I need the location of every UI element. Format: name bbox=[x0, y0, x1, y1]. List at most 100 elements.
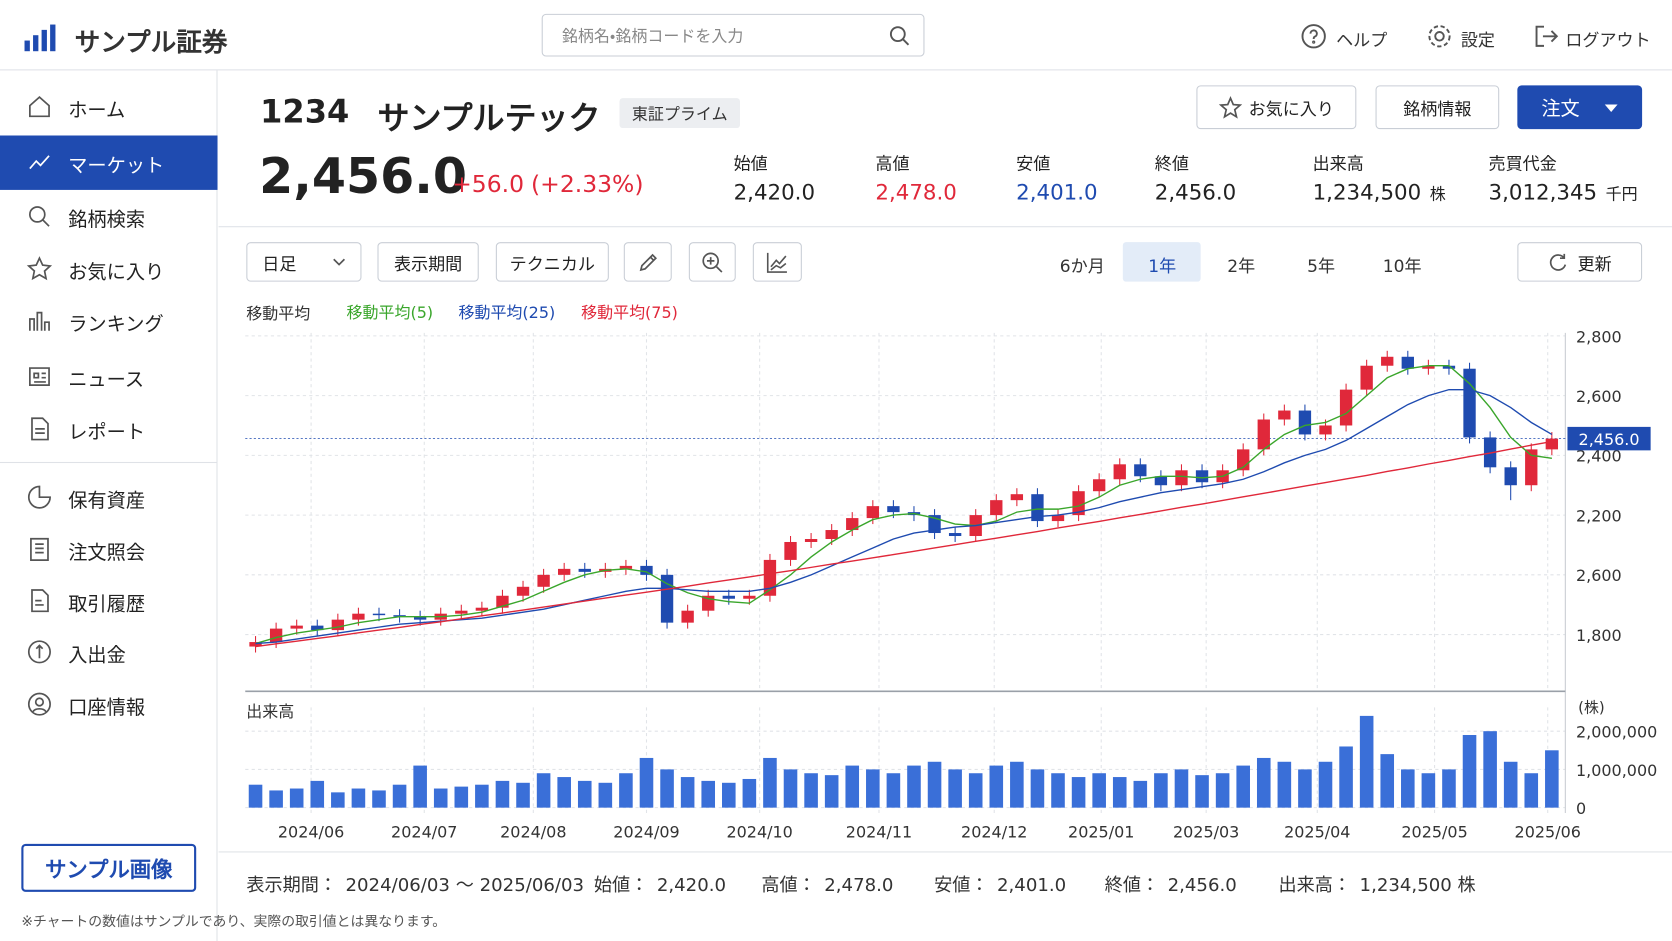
technical-button[interactable]: テクニカル bbox=[495, 242, 609, 282]
search-box[interactable]: 銘柄名・銘柄コードを入力 bbox=[541, 13, 925, 57]
nav-icon-shape bbox=[29, 155, 50, 170]
stat-number: 2,420.0 bbox=[733, 179, 816, 205]
volume-bar bbox=[1154, 773, 1168, 808]
x-tick-label: 2024/09 bbox=[613, 823, 679, 842]
summary-label: 高値： bbox=[761, 874, 816, 897]
nav-icon bbox=[29, 95, 50, 118]
indicator-button[interactable] bbox=[752, 242, 802, 282]
summary-item: 表示期間： 2024/06/03 〜 2025/06/03 bbox=[246, 870, 584, 896]
candle-body bbox=[1401, 356, 1414, 369]
summary-label: 安値： bbox=[934, 874, 989, 897]
nav-item[interactable]: ランキング bbox=[68, 313, 164, 337]
x-tick-label: 2025/01 bbox=[1068, 823, 1134, 842]
help-link[interactable]: ヘルプ bbox=[1336, 29, 1388, 51]
candle-body bbox=[393, 615, 406, 617]
volume-bar bbox=[1545, 750, 1559, 808]
volume-unit: (株) bbox=[1578, 699, 1605, 717]
nav-item[interactable]: 注文照会 bbox=[68, 541, 146, 565]
summary-value: 2,420.0 bbox=[656, 874, 727, 897]
candle-body bbox=[825, 530, 838, 539]
summary-value: 2,456.0 bbox=[1167, 874, 1237, 897]
nav-item[interactable]: 取引履歴 bbox=[68, 593, 146, 616]
logout-icon bbox=[1535, 25, 1559, 47]
zoom-button[interactable] bbox=[688, 242, 736, 282]
period-tab[interactable]: 1年 bbox=[1148, 256, 1177, 277]
period-tab[interactable]: 10年 bbox=[1382, 256, 1422, 277]
order-button[interactable]: 注文 bbox=[1517, 85, 1643, 130]
volume-bar bbox=[1092, 773, 1106, 808]
volume-bar bbox=[1401, 769, 1415, 808]
draw-button[interactable] bbox=[623, 242, 672, 282]
nav-icon-shape bbox=[31, 417, 49, 441]
logout-link[interactable]: ログアウト bbox=[1565, 29, 1651, 51]
period-tab[interactable]: 5年 bbox=[1307, 256, 1336, 277]
volume-bar bbox=[866, 769, 880, 808]
period-tab[interactable]: 6か月 bbox=[1059, 256, 1105, 277]
nav-icon bbox=[27, 485, 51, 509]
candle-body bbox=[1257, 419, 1270, 450]
ma-line bbox=[255, 388, 1553, 645]
volume-bar bbox=[989, 765, 1004, 808]
nav-item[interactable]: 入出金 bbox=[68, 644, 126, 667]
ma-line bbox=[255, 365, 1552, 645]
favorite-button[interactable]: お気に入り bbox=[1196, 85, 1357, 130]
stat-value: 2,456.0 bbox=[1155, 179, 1236, 205]
nav-item[interactable]: ニュース bbox=[68, 369, 145, 392]
nav-item[interactable]: 銘柄検索 bbox=[68, 209, 146, 232]
stock-price: 2,456.0 bbox=[259, 147, 468, 205]
period-tab[interactable]: 2年 bbox=[1227, 256, 1256, 277]
x-tick-label: 2024/06 bbox=[278, 823, 344, 842]
candle-body bbox=[1442, 365, 1456, 369]
interval-select[interactable]: 日足 bbox=[246, 242, 362, 282]
sidebar bbox=[0, 70, 218, 941]
sample-badge: サンプル画像 bbox=[21, 843, 197, 892]
stock-name: サンプルテック bbox=[377, 100, 601, 138]
candle-body bbox=[784, 541, 797, 560]
volume-bar bbox=[433, 788, 448, 808]
volume-bar bbox=[783, 769, 798, 808]
stock-code: 1234 bbox=[260, 93, 350, 132]
nav-item[interactable]: 保有資産 bbox=[68, 489, 146, 513]
nav-icon-shape bbox=[26, 256, 53, 281]
candle-body bbox=[1463, 368, 1476, 438]
logo-icon bbox=[24, 24, 56, 52]
candle-body bbox=[743, 595, 756, 599]
settings-link[interactable]: 設定 bbox=[1460, 29, 1495, 51]
candle-body bbox=[269, 628, 283, 643]
candle-body bbox=[1360, 365, 1373, 390]
summary-item: 終値： 2,456.0 bbox=[1105, 870, 1237, 897]
period-button[interactable]: 表示期間 bbox=[377, 242, 479, 282]
x-tick-label: 2024/11 bbox=[846, 823, 912, 842]
nav-item[interactable]: 口座情報 bbox=[68, 696, 146, 720]
active-period-bg bbox=[1122, 242, 1201, 282]
x-tick-label: 2025/04 bbox=[1284, 823, 1350, 842]
pencil-icon bbox=[639, 253, 657, 271]
nav-item[interactable]: マーケット bbox=[68, 154, 165, 178]
stat-unit: 株 bbox=[1429, 184, 1446, 204]
volume-bar bbox=[557, 777, 571, 808]
candle-body bbox=[1422, 365, 1435, 369]
info-button[interactable]: 銘柄情報 bbox=[1375, 85, 1500, 130]
candle-body bbox=[660, 574, 674, 623]
nav-item[interactable]: お気に入り bbox=[68, 261, 165, 284]
refresh-button[interactable]: 更新 bbox=[1517, 242, 1643, 282]
candle-body bbox=[455, 610, 468, 614]
favorite-label: お気に入り bbox=[1248, 98, 1334, 119]
volume-tick-label: 2,000,000 bbox=[1576, 723, 1657, 742]
candle-body bbox=[1031, 494, 1044, 522]
candle-body bbox=[311, 625, 324, 631]
legend-entry: 移動平均(25) bbox=[459, 303, 556, 322]
price-change-pct: (+2.33%) bbox=[531, 171, 644, 199]
chevron bbox=[333, 258, 346, 266]
legend-title: 移動平均 bbox=[246, 304, 310, 323]
candle-body bbox=[1525, 449, 1538, 486]
stat-value: 2,478.0 bbox=[875, 179, 956, 205]
nav-item[interactable]: ホーム bbox=[68, 99, 126, 122]
nav-item[interactable]: レポート bbox=[68, 421, 146, 444]
volume-bar bbox=[1174, 769, 1189, 808]
candle-body bbox=[1545, 438, 1559, 450]
summary-divider bbox=[218, 851, 1672, 853]
candle-body bbox=[1010, 494, 1024, 501]
